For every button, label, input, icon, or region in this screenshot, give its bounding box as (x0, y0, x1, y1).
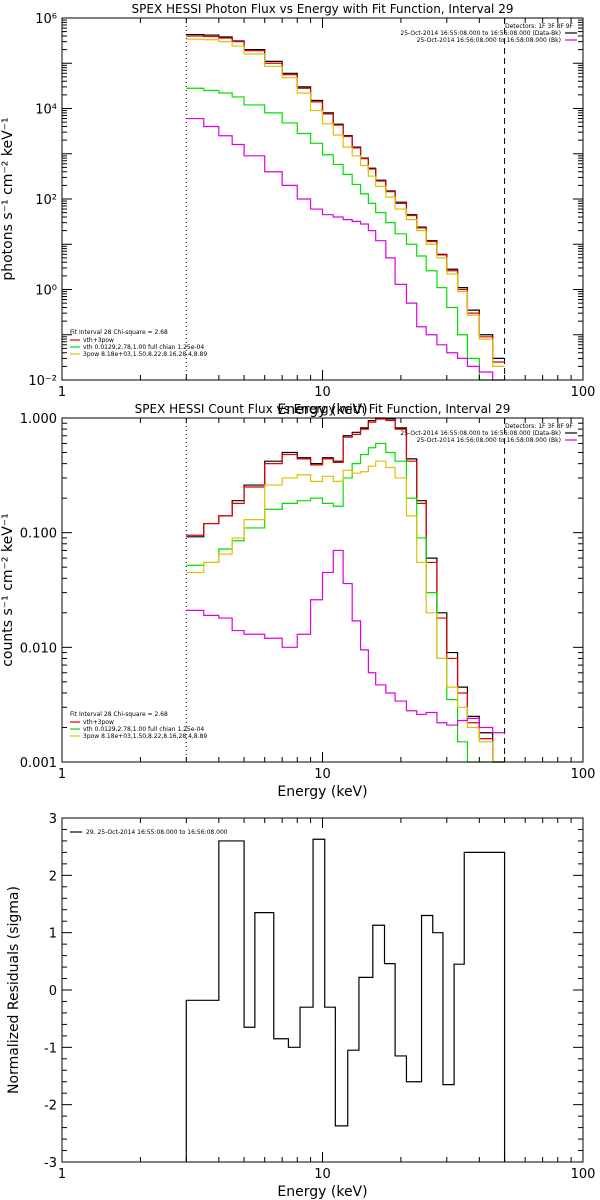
series-data (186, 417, 505, 763)
series-3pow (186, 38, 505, 367)
y-tick-label: 0.001 (20, 756, 57, 771)
x-tick-label: 10 (314, 385, 331, 400)
y-tick-label: 3 (49, 812, 57, 827)
residuals-panel: 1 10 100 -3 -2 -1 0 1 2 3 Energy (keV) Normalized R… (6, 812, 595, 1200)
series-29-25-oct-2014-16-55-08-000-to-16-56-08-000 (185, 838, 506, 1162)
chart-title: SPEX HESSI Photon Flux vs Energy with Fi… (132, 2, 514, 16)
fit-legend-entry: 3pow 8.18e+03,1.50,8.22,8.16,28.4,8.89 (83, 351, 207, 358)
x-tick-label: 1 (58, 385, 66, 400)
series-vth-3pow (186, 418, 505, 763)
legend-entry: 25-Oct-2014 16:56:08.000 to 16:58:08.000… (417, 437, 561, 444)
y-tick-label: 0 (49, 984, 57, 999)
y-tick-label: 0.010 (20, 641, 57, 656)
y-tick-label: 1.000 (20, 412, 57, 427)
legend-entry: 25-Oct-2014 16:55:08.000 to 16:56:08.000… (400, 430, 561, 437)
series-vth (186, 87, 505, 381)
series-3pow (186, 460, 505, 763)
x-tick-label: 100 (571, 767, 596, 782)
legend-entry: 25-Oct-2014 16:56:08.000 to 16:58:08.000… (417, 37, 561, 44)
y-tick-label: 10⁶ (35, 12, 57, 27)
series-bk (186, 549, 505, 734)
y-tick-label: 2 (49, 869, 57, 884)
x-tick-label: 10 (314, 1167, 331, 1182)
x-tick-label: 1 (58, 767, 66, 782)
chart-title: SPEX HESSI Count Flux vs Energy with Fit… (135, 402, 511, 416)
series-vth-3pow (186, 35, 505, 363)
legend-entry: 25-Oct-2014 16:55:08.000 to 16:56:08.000… (400, 30, 561, 37)
y-tick-label: 10² (35, 193, 57, 208)
y-tick-label: 0.100 (20, 527, 57, 542)
legend-header: Detectors: 1F 3F 8F 9F (505, 423, 574, 430)
x-tick-label: 10 (314, 767, 331, 782)
y-axis-label: photons s⁻¹ cm⁻² keV⁻¹ (0, 117, 16, 280)
y-tick-label: 10⁴ (35, 103, 57, 118)
fit-legend-entry: vth+3pow (83, 337, 114, 344)
fit-legend-header: Fit Interval 28 Chi-square = 2.68 (70, 711, 168, 718)
y-tick-label: -3 (44, 1156, 57, 1171)
series-bk (186, 117, 505, 381)
fit-legend-entry: vth 0.0129,2.78,1.00 full chian 1.25e-04 (83, 726, 204, 733)
x-axis-label: Energy (keV) (277, 402, 367, 418)
x-axis-label: Energy (keV) (277, 1184, 367, 1200)
y-tick-label: -2 (44, 1099, 57, 1114)
y-tick-label: 1 (49, 927, 57, 942)
fit-legend-entry: vth 0.0129,2.78,1.00 full chian 1.25e-04 (83, 344, 204, 351)
count-flux-panel: SPEX HESSI Count Flux vs Energy with Fit… (0, 402, 595, 800)
x-tick-label: 1 (58, 1167, 66, 1182)
y-tick-label: 10⁰ (35, 284, 57, 299)
fit-legend-entry: 3pow 8.18e+03,1.50,8.22,8.16,28.4,8.89 (83, 733, 207, 740)
fit-legend-entry: vth+3pow (83, 719, 114, 726)
y-tick-label: -1 (44, 1041, 57, 1056)
y-tick-label: 10⁻² (28, 374, 57, 389)
x-tick-label: 100 (571, 385, 596, 400)
legend-entry: 29. 25-Oct-2014 16:55:08.000 to 16:56:08… (86, 829, 228, 836)
y-axis-label: counts s⁻¹ cm⁻² keV⁻¹ (0, 513, 16, 667)
photon-flux-panel: SPEX HESSI Photon Flux vs Energy with Fi… (0, 2, 595, 418)
legend-header: Detectors: 1F 3F 8F 9F (505, 23, 574, 30)
y-axis-label: Normalized Residuals (sigma) (6, 886, 22, 1094)
fit-legend-header: Fit Interval 28 Chi-square = 2.68 (70, 329, 168, 336)
x-axis-label: Energy (keV) (277, 784, 367, 800)
x-tick-label: 100 (571, 1167, 596, 1182)
